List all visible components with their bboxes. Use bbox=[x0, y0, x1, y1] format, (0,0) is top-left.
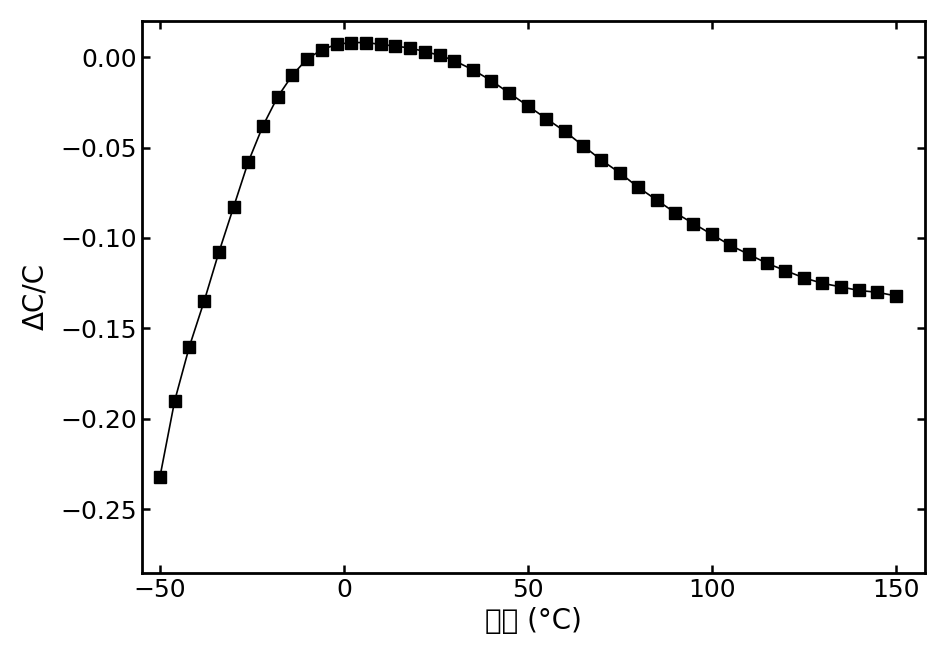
X-axis label: 温度 (°C): 温度 (°C) bbox=[485, 607, 582, 635]
Y-axis label: ΔC/C: ΔC/C bbox=[21, 263, 49, 331]
